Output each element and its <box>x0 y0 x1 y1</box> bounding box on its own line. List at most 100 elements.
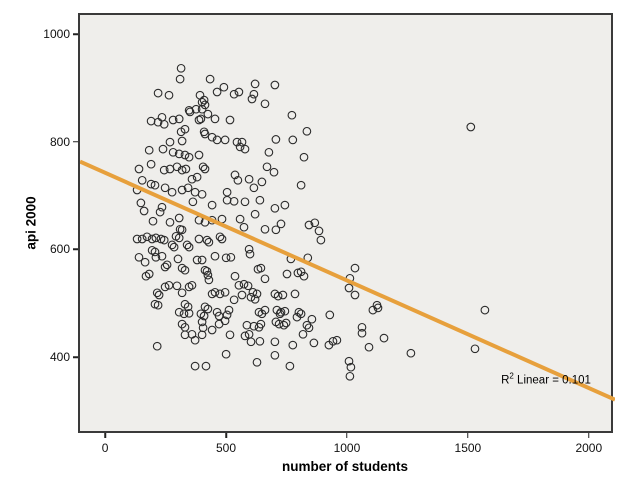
data-point <box>184 152 194 162</box>
data-point <box>344 356 354 366</box>
data-point <box>240 197 250 207</box>
data-point <box>314 226 324 236</box>
data-point <box>229 295 239 305</box>
data-point <box>146 159 156 169</box>
data-point <box>234 87 244 97</box>
data-point <box>199 311 209 321</box>
data-point <box>152 341 162 351</box>
data-point <box>249 89 259 99</box>
x-tick-label: 1500 <box>454 441 482 455</box>
data-point <box>204 237 214 247</box>
data-point <box>328 336 338 346</box>
data-point <box>192 255 202 265</box>
data-point <box>200 129 210 139</box>
regression-fit-line <box>80 159 615 402</box>
data-point <box>244 244 254 254</box>
data-point <box>192 172 202 182</box>
data-point <box>357 322 367 332</box>
data-point <box>215 232 225 242</box>
data-point <box>180 330 190 340</box>
data-point <box>240 331 250 341</box>
data-point <box>160 282 170 292</box>
data-point <box>147 234 157 244</box>
data-point <box>239 222 249 232</box>
data-point <box>229 89 239 99</box>
data-point <box>280 200 290 210</box>
data-point <box>287 110 297 120</box>
data-point <box>174 233 184 243</box>
data-point <box>230 271 240 281</box>
data-point <box>260 305 270 315</box>
data-point <box>162 260 172 270</box>
data-point <box>181 164 191 174</box>
data-point <box>177 288 187 298</box>
x-tick-label: 2000 <box>575 441 603 455</box>
data-point <box>174 149 184 159</box>
data-point <box>180 124 190 134</box>
data-point <box>264 147 274 157</box>
data-point <box>260 274 270 284</box>
data-point <box>249 183 259 193</box>
data-point <box>151 252 161 262</box>
data-point <box>225 330 235 340</box>
data-point <box>255 336 265 346</box>
data-point <box>197 255 207 265</box>
data-point <box>152 288 162 298</box>
data-point <box>350 290 360 300</box>
data-point <box>282 269 292 279</box>
y-tick-label: 800 <box>49 134 70 149</box>
data-point <box>177 185 187 195</box>
data-point <box>364 342 374 352</box>
data-point <box>184 308 194 318</box>
plot-area: R2 Linear = 0.101 <box>78 13 615 433</box>
data-point <box>250 79 260 89</box>
data-point <box>240 144 250 154</box>
data-point <box>234 280 244 290</box>
data-point <box>144 269 154 279</box>
data-point <box>153 300 163 310</box>
data-point <box>205 74 215 84</box>
data-point <box>200 302 210 312</box>
data-point <box>196 114 206 124</box>
data-point <box>200 164 210 174</box>
data-point <box>203 270 213 280</box>
data-point <box>154 290 164 300</box>
data-point <box>165 137 175 147</box>
data-point <box>225 115 235 125</box>
data-point <box>202 266 212 276</box>
data-point <box>184 242 194 252</box>
data-point <box>230 170 240 180</box>
data-point <box>140 257 150 267</box>
data-point <box>271 135 281 144</box>
data-point <box>296 267 306 277</box>
data-point <box>281 318 291 328</box>
data-point <box>146 116 156 126</box>
data-point <box>174 114 184 124</box>
data-point <box>276 219 286 229</box>
data-point <box>302 126 312 136</box>
data-point <box>373 303 383 313</box>
data-point <box>270 350 280 360</box>
data-point <box>207 289 217 299</box>
data-point <box>183 183 193 193</box>
y-tick-mark <box>73 248 78 251</box>
r2-annotation: R2 Linear = 0.101 <box>501 372 591 387</box>
data-point <box>299 152 309 162</box>
y-axis-title: api 2000 <box>23 196 39 250</box>
data-point <box>307 314 317 324</box>
data-point <box>480 305 490 315</box>
data-point <box>199 95 209 105</box>
data-point <box>346 362 356 372</box>
data-point <box>177 165 187 175</box>
y-tick-mark <box>73 140 78 143</box>
data-point <box>270 337 280 347</box>
data-point <box>157 251 167 261</box>
data-point <box>167 187 177 197</box>
data-point <box>212 87 222 97</box>
data-point <box>150 180 160 190</box>
data-point <box>200 265 210 275</box>
data-point <box>299 271 309 281</box>
x-tick-mark <box>104 433 106 438</box>
data-point <box>309 338 319 348</box>
data-point <box>194 234 204 244</box>
